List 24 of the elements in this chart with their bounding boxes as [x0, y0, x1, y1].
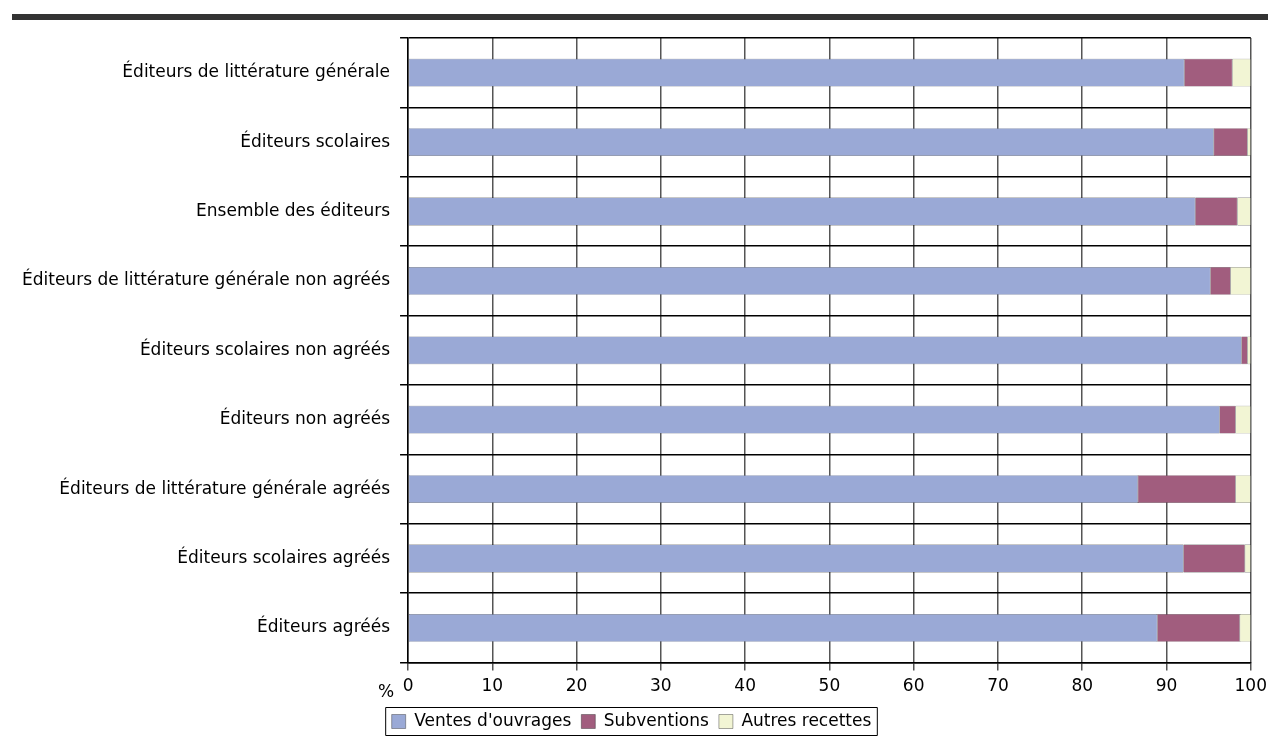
x-tick-label: 30	[650, 675, 672, 696]
y-tick-label: Éditeurs scolaires	[240, 129, 391, 151]
legend-label: Subventions	[603, 709, 710, 730]
x-tick-label: 50	[818, 675, 841, 696]
x-tick-label: 40	[734, 675, 756, 696]
x-tick-label: 10	[481, 675, 504, 696]
x-tick-label: 0	[402, 675, 414, 696]
x-tick-label: 80	[1071, 675, 1094, 696]
y-tick-label: Éditeurs agréés	[257, 615, 391, 637]
y-tick-label: Éditeurs de littérature générale	[122, 60, 391, 82]
legend-label: Ventes d'ouvrages	[414, 709, 572, 730]
x-tick-label: 70	[987, 675, 1009, 696]
x-tick-label: 100	[1234, 675, 1267, 696]
y-tick-label: Éditeurs scolaires non agréés	[139, 337, 391, 359]
x-tick-label: 60	[902, 675, 925, 696]
legend-label: Autres recettes	[741, 709, 872, 730]
x-axis-title: %	[377, 681, 395, 702]
y-tick-label: Éditeurs scolaires agréés	[177, 545, 391, 567]
y-tick-label: Ensemble des éditeurs	[196, 199, 391, 220]
y-tick-label: Éditeurs de littérature générale agréés	[59, 476, 391, 498]
x-tick-label: 20	[565, 675, 588, 696]
y-tick-label: Éditeurs de littérature générale non agréés	[21, 268, 391, 290]
x-tick-label: 90	[1155, 675, 1178, 696]
y-tick-label: Éditeurs non agréés	[219, 407, 391, 429]
